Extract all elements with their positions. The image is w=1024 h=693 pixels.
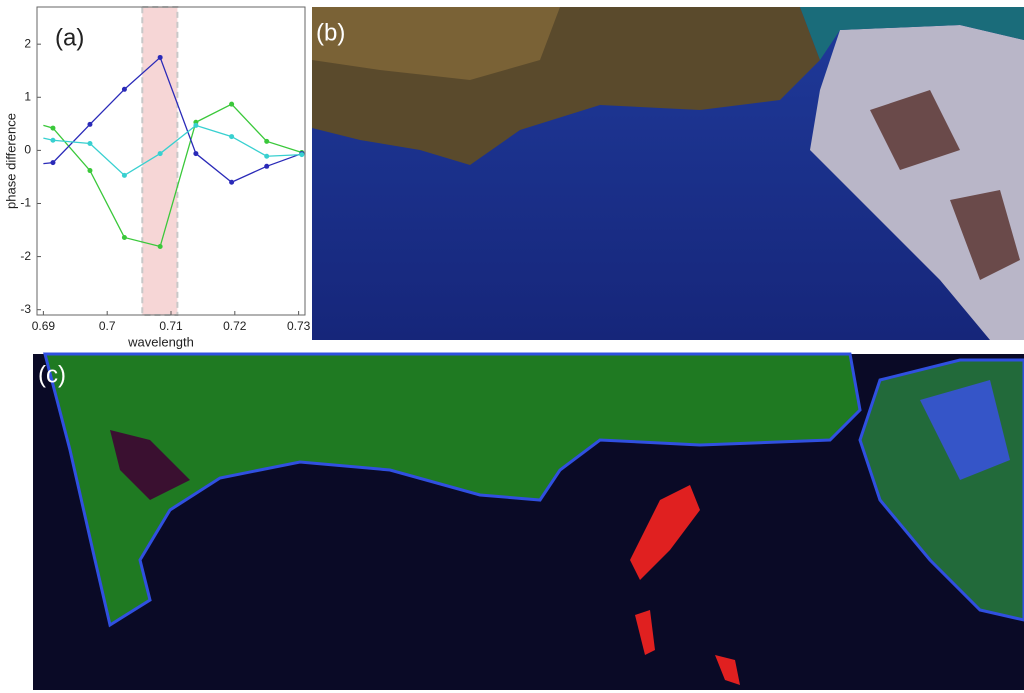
x-tick-label: 0.69 xyxy=(32,319,56,333)
panel-label: (a) xyxy=(55,24,84,51)
y-tick-label: 2 xyxy=(24,36,31,50)
data-point xyxy=(299,152,305,158)
data-point xyxy=(157,243,163,249)
data-point xyxy=(229,179,235,185)
y-tick-label: 0 xyxy=(24,143,31,157)
y-tick-label: -1 xyxy=(20,196,31,210)
x-tick-label: 0.71 xyxy=(159,319,183,333)
data-point xyxy=(193,151,199,157)
x-tick-label: 0.7 xyxy=(99,319,116,333)
data-point xyxy=(87,140,93,146)
x-tick-label: 0.72 xyxy=(223,319,247,333)
y-tick-label: -2 xyxy=(20,249,31,263)
data-point xyxy=(50,160,56,166)
y-axis-label: phase difference xyxy=(3,113,18,209)
data-point xyxy=(87,121,93,127)
data-point xyxy=(193,122,199,128)
data-point xyxy=(121,172,127,178)
data-point xyxy=(264,153,270,159)
data-point xyxy=(121,234,127,240)
data-point xyxy=(87,168,93,174)
panel-label: (b) xyxy=(316,19,345,46)
data-point xyxy=(264,138,270,144)
data-point xyxy=(50,125,56,131)
data-point xyxy=(121,86,127,92)
panel-label: (c) xyxy=(38,361,66,388)
data-point xyxy=(264,163,270,169)
plot-frame xyxy=(36,6,306,316)
data-point xyxy=(229,101,235,107)
y-tick-label: 1 xyxy=(24,89,31,103)
data-point xyxy=(50,137,56,143)
data-point xyxy=(229,134,235,140)
y-tick-label: -3 xyxy=(20,302,31,316)
data-point xyxy=(157,151,163,157)
satellite-image: (b) xyxy=(312,7,1024,340)
classification-map: (c) xyxy=(33,352,1024,690)
x-tick-label: 0.73 xyxy=(287,319,311,333)
x-axis-label: wavelength xyxy=(127,334,194,349)
data-point xyxy=(157,54,163,60)
line-chart: -3 -2 -1 0 1 2 0.69 0.7 0.71 0.72 0.73 wavelength ph… xyxy=(3,6,311,349)
